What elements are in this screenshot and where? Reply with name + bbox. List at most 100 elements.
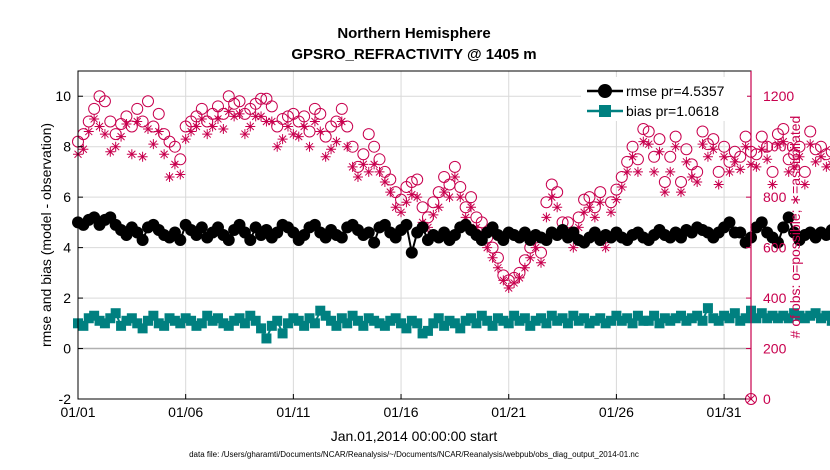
bias-point (767, 310, 778, 321)
obs-assimilated-point (729, 156, 740, 167)
rmse-point (771, 236, 784, 249)
obs-assimilated-point (509, 277, 520, 288)
obs-assimilated-point (606, 207, 617, 218)
x-axis: 01/01 01/06 01/11 01/16 01/21 01/26 01/31 (60, 394, 742, 420)
bias-point (212, 313, 223, 324)
obs-assimilated-point (126, 149, 137, 160)
bias-point (692, 310, 703, 321)
obs-assimilated-point (665, 166, 676, 177)
rmse-point (405, 246, 418, 259)
obs-possible-point (276, 112, 289, 125)
x-tick-label: 01/31 (707, 404, 742, 420)
obs-possible-point (411, 173, 424, 186)
bias-point (293, 315, 304, 326)
obs-assimilated-point (444, 192, 455, 203)
obs-possible-point (341, 120, 354, 133)
x-axis-label: Jan.01,2014 00:00:00 start (331, 428, 498, 444)
obs-assimilated-point (611, 194, 622, 205)
bias-point (320, 310, 331, 321)
obs-assimilated-point (810, 156, 821, 167)
bias-point (433, 313, 444, 324)
y-tick-label: 6 (63, 189, 71, 205)
bias-point (611, 310, 622, 321)
bias-point (331, 320, 342, 331)
obs-assimilated-point (799, 179, 810, 190)
y-tick-label: 2 (63, 290, 71, 306)
bias-point (492, 313, 503, 324)
obs-assimilated-point (89, 113, 100, 124)
obs-assimilated-point (180, 134, 191, 145)
chart-title: Northern Hemisphere (337, 25, 490, 42)
obs-assimilated-point (282, 121, 293, 132)
obs-assimilated-point (347, 161, 358, 172)
y-tick-label: 10 (55, 88, 71, 104)
obs-possible-point (319, 130, 332, 143)
obs-assimilated-point (320, 151, 331, 162)
obs-assimilated-point (702, 151, 713, 162)
obs-assimilated-point (406, 189, 417, 200)
obs-possible-point (335, 102, 348, 115)
y-axis-right: 0 200 400 600 800 1000 1200 (746, 71, 794, 407)
obs-assimilated-point (342, 141, 353, 152)
obs-assimilated-point (207, 121, 218, 132)
obs-possible-point (405, 176, 418, 189)
obs-assimilated-point (783, 166, 794, 177)
obs-assimilated-point (519, 262, 530, 273)
bias-point (794, 310, 805, 321)
bias-point (110, 308, 121, 319)
bias-point (686, 313, 697, 324)
obs-assimilated-point (196, 113, 207, 124)
bias-point (552, 315, 563, 326)
rmse-point (335, 231, 348, 244)
obs-assimilated-point (315, 126, 326, 137)
bias-point (670, 313, 681, 324)
obs-assimilated-point (159, 149, 170, 160)
chart-subtitle: GPSRO_REFRACTIVITY @ 1405 m (291, 46, 536, 63)
bias-point (562, 318, 573, 329)
bias-point (584, 318, 595, 329)
obs-assimilated-point (336, 116, 347, 127)
obs-possible-point (98, 95, 111, 108)
bias-point (805, 310, 816, 321)
obs-assimilated-point (632, 166, 643, 177)
bias-point (719, 310, 730, 321)
obs-possible-point (637, 123, 650, 136)
bias-point (589, 315, 600, 326)
obs-assimilated-point (352, 171, 363, 182)
obs-possible-point (755, 130, 768, 143)
obs-assimilated-point (525, 252, 536, 263)
rmse-point (400, 218, 413, 231)
rmse-point (362, 226, 375, 239)
bias-point (541, 318, 552, 329)
legend-rmse-label: rmse pr=4.5357 (626, 83, 725, 99)
obs-assimilated-point (466, 202, 477, 213)
bias-point (412, 318, 423, 329)
bias-point (762, 313, 773, 324)
obs-assimilated-point (815, 151, 826, 162)
bias-point (406, 315, 417, 326)
obs-assimilated-point (724, 166, 735, 177)
rmse-point (368, 236, 381, 249)
bias-point (654, 318, 665, 329)
y-right-tick-label: 800 (763, 189, 787, 205)
bias-point (826, 315, 830, 326)
bias-point (487, 320, 498, 331)
obs-assimilated-point (579, 207, 590, 218)
obs-assimilated-point (239, 129, 250, 140)
obs-possible-point (314, 107, 327, 120)
y-tick-label: 4 (63, 240, 71, 256)
obs-assimilated-point (735, 164, 746, 175)
series-obs-assimilated (73, 106, 830, 293)
obs-assimilated-point (326, 144, 337, 155)
legend-rmse-marker (598, 84, 612, 98)
bias-point (196, 318, 207, 329)
obs-assimilated-point (552, 202, 563, 213)
bias-point (665, 315, 676, 326)
bias-point (261, 333, 272, 344)
bias-point (697, 315, 708, 326)
obs-assimilated-point (191, 121, 202, 132)
obs-assimilated-point (83, 126, 94, 137)
obs-assimilated-point (390, 202, 401, 213)
obs-assimilated-point (686, 171, 697, 182)
obs-assimilated-point (358, 159, 369, 170)
